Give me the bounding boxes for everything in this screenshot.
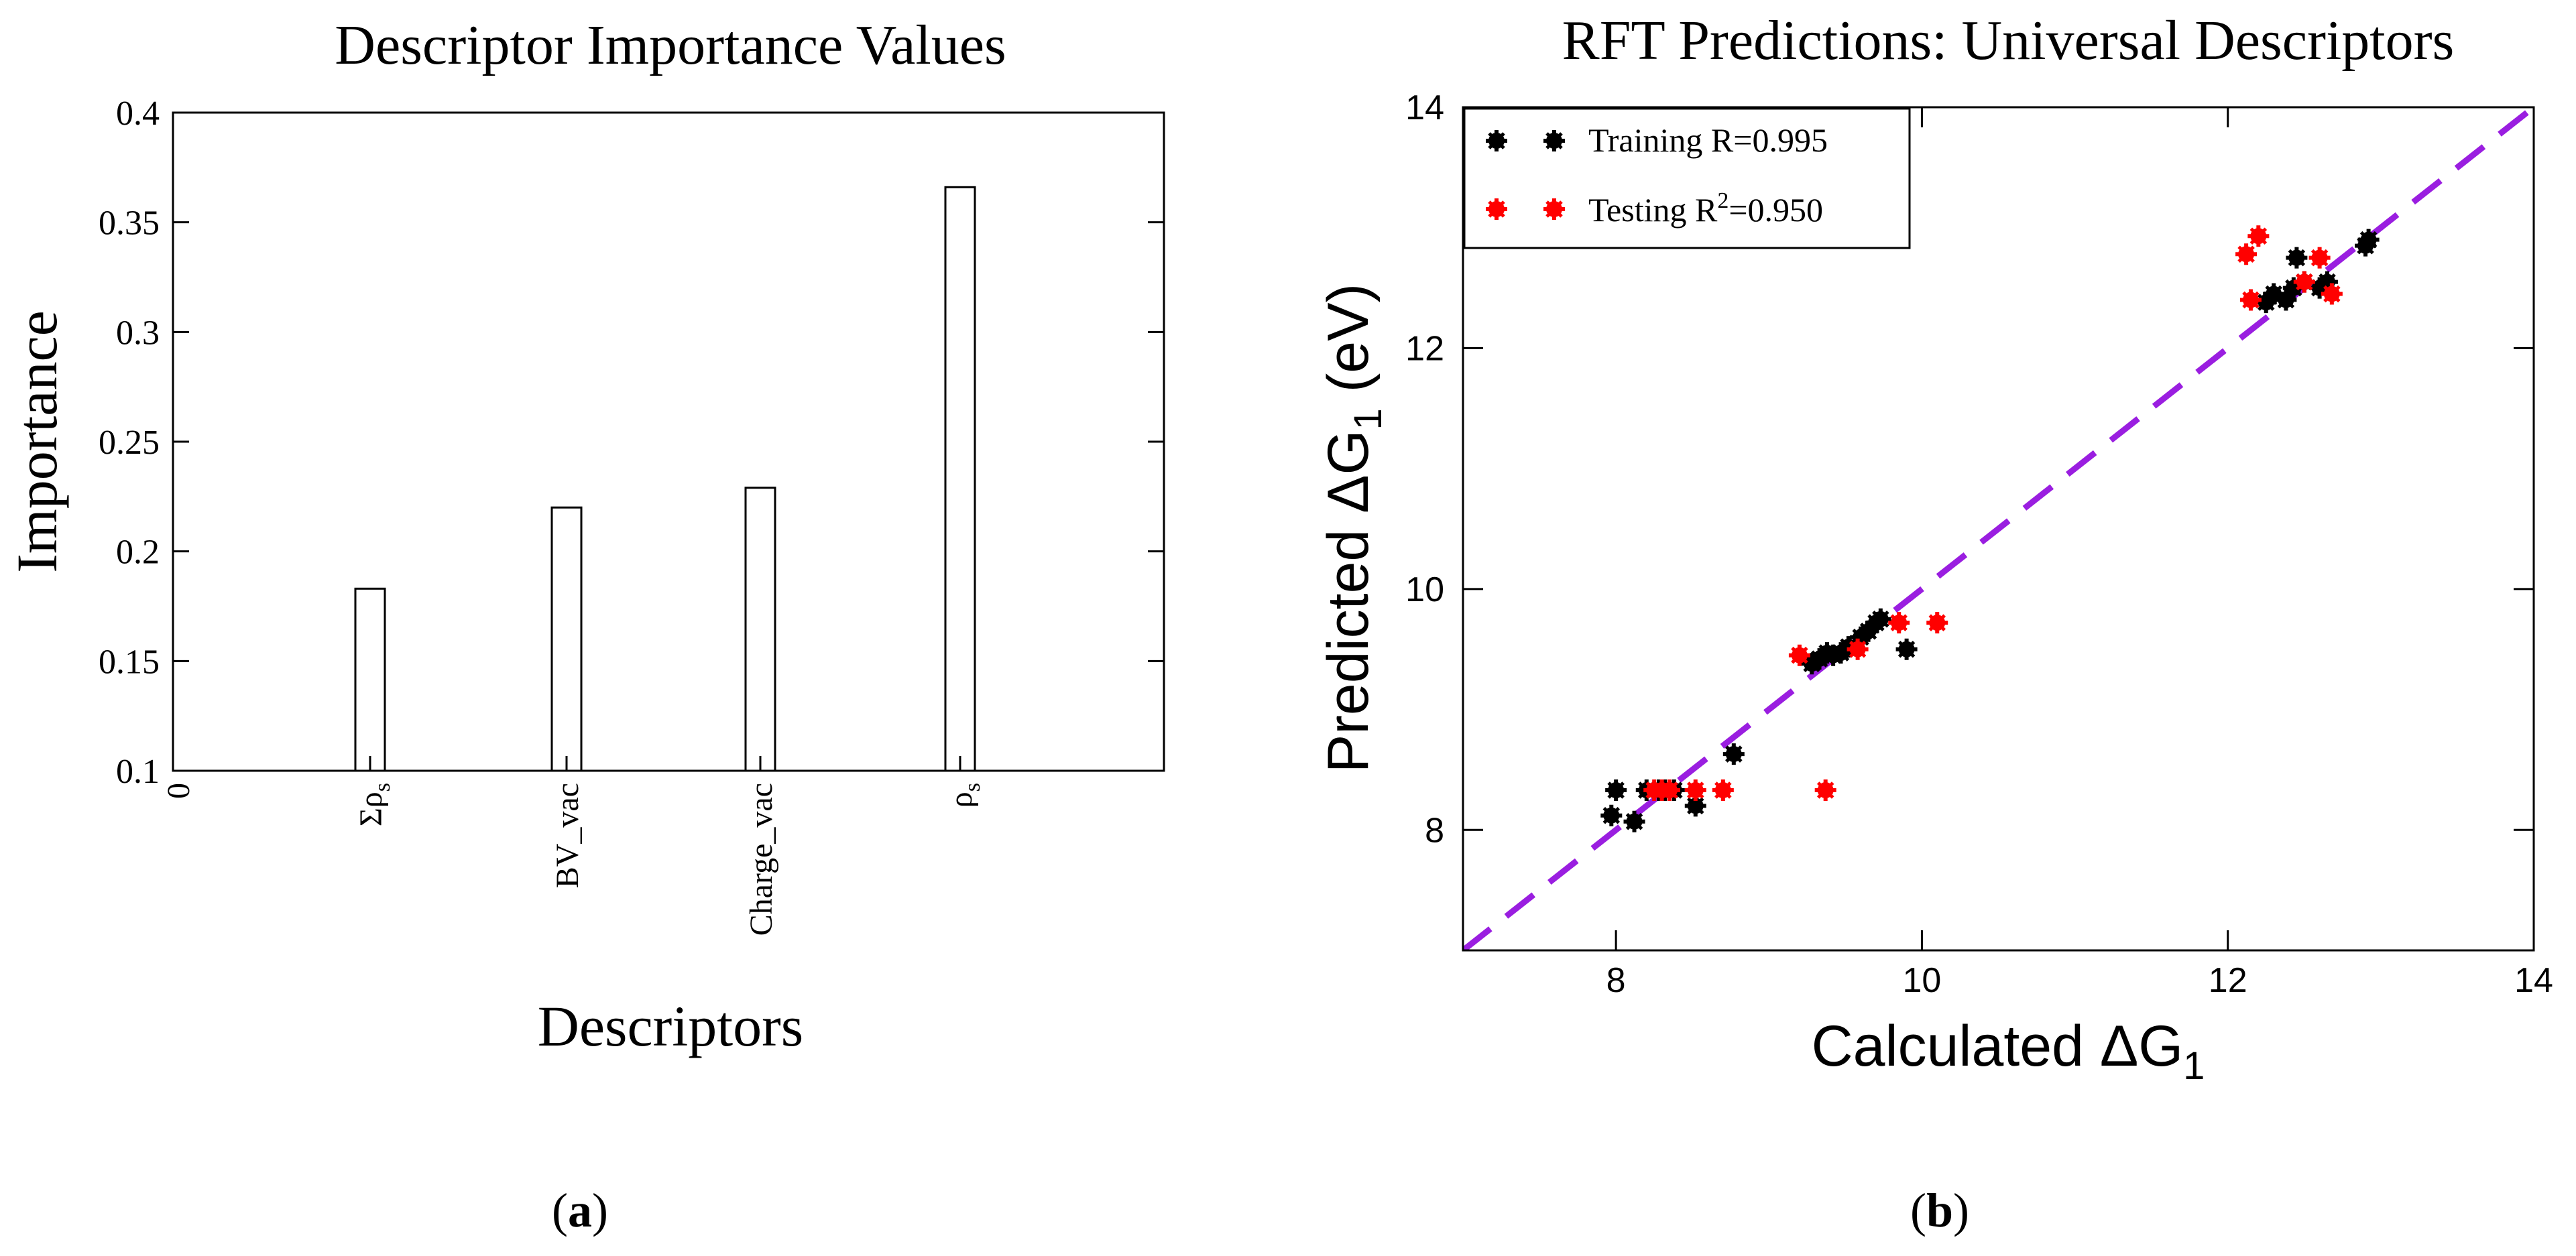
training-point: [1684, 795, 1706, 817]
chart-a-panel-label: (a): [552, 1184, 608, 1237]
chart-a-x-tick-labels: Σρs BV_vac Charge_vac ρs: [353, 756, 985, 936]
chart-b-legend-markers: [1486, 130, 1565, 220]
x-tick-label: 12: [2209, 961, 2247, 1000]
chart-b: RFT Predictions: Universal Descriptors 8…: [1316, 9, 2553, 1237]
chart-b-legend-box: [1463, 107, 1911, 249]
chart-b-reference-line: [1463, 107, 2534, 950]
x-tick-label: Σρs: [353, 783, 395, 826]
y-tick-label: 14: [1405, 88, 1444, 127]
x-tick-label: 8: [1606, 961, 1626, 1000]
training-point: [1869, 608, 1891, 630]
y-tick-label: 10: [1405, 570, 1444, 609]
y-tick-label: 0.1: [116, 753, 160, 791]
bar: [550, 506, 583, 772]
y-tick-label: 0.4: [116, 95, 160, 133]
training-point: [1895, 638, 1918, 660]
y-tick-label: 0.2: [116, 533, 160, 572]
chart-b-x-axis-label: Calculated ΔG1: [1812, 1014, 2205, 1088]
chart-a-x-origin-label: 0: [161, 783, 196, 799]
chart-a-plot-frame: [172, 111, 1165, 772]
testing-point: [1658, 779, 1680, 801]
legend-label-training: Training R=0.995: [1588, 121, 1828, 159]
testing-point: [2308, 247, 2331, 269]
testing-point: [1684, 779, 1706, 801]
y-tick-label: 0.35: [99, 204, 160, 243]
testing-point: [2235, 243, 2258, 265]
testing-point: [2247, 225, 2270, 247]
testing-point: [2321, 283, 2343, 305]
testing-point: [1926, 612, 1948, 634]
y-tick-label: 0.25: [99, 424, 160, 462]
training-point: [1857, 620, 1879, 642]
y-tick-label: 8: [1425, 811, 1444, 850]
chart-b-title: RFT Predictions: Universal Descriptors: [1562, 9, 2455, 72]
training-point: [2357, 229, 2380, 251]
chart-a: Descriptor Importance Values 0.10.150.20…: [5, 14, 1165, 1237]
chart-b-legend: Training R=0.995 Testing R2=0.950: [1463, 107, 1911, 249]
legend-label-testing: Testing R2=0.950: [1588, 188, 1823, 229]
chart-b-points: [1600, 225, 2380, 832]
testing-point: [2239, 289, 2262, 311]
chart-b-ticks: 8 10 12 14 8 10 12 14: [1405, 88, 2553, 1000]
bar: [744, 487, 776, 772]
legend-marker-training: [1486, 130, 1507, 151]
training-point: [2286, 247, 2308, 269]
training-point: [2275, 289, 2297, 311]
x-tick-label: ρs: [943, 783, 985, 808]
x-tick-label: 14: [2514, 961, 2553, 1000]
testing-point: [1788, 644, 1810, 666]
chart-a-y-axis-label: Importance: [5, 310, 69, 573]
chart-b-y-axis-label: Predicted ΔG1 (eV): [1316, 284, 1390, 773]
testing-point: [1847, 638, 1869, 660]
x-tick-label: Charge_vac: [744, 783, 779, 936]
legend-marker-testing: [1486, 198, 1507, 220]
y-tick-label: 0.15: [99, 643, 160, 681]
chart-a-bars: [354, 186, 976, 772]
legend-marker-training: [1543, 130, 1565, 151]
chart-b-panel-label: (b): [1910, 1184, 1969, 1237]
training-point: [1600, 804, 1623, 826]
testing-point: [2293, 271, 2315, 293]
y-tick-label: 0.3: [116, 314, 160, 352]
bar: [944, 186, 976, 772]
legend-marker-testing: [1543, 198, 1565, 220]
testing-point: [1712, 779, 1734, 801]
x-tick-label: 10: [1903, 961, 1942, 1000]
chart-a-x-axis-label: Descriptors: [538, 994, 803, 1058]
training-point: [1605, 779, 1627, 801]
training-point: [1722, 743, 1745, 765]
x-tick-label: BV_vac: [550, 783, 585, 888]
chart-b-plot-frame: [1462, 106, 2535, 952]
bar: [354, 587, 386, 772]
chart-a-title: Descriptor Importance Values: [335, 14, 1006, 76]
y-tick-label: 12: [1405, 329, 1444, 368]
training-point: [1623, 810, 1645, 832]
chart-a-y-ticks: 0.1 0.15 0.2 0.25 0.3 0.35 0.4: [99, 95, 1164, 791]
testing-point: [1888, 612, 1910, 634]
testing-point: [1814, 779, 1836, 801]
